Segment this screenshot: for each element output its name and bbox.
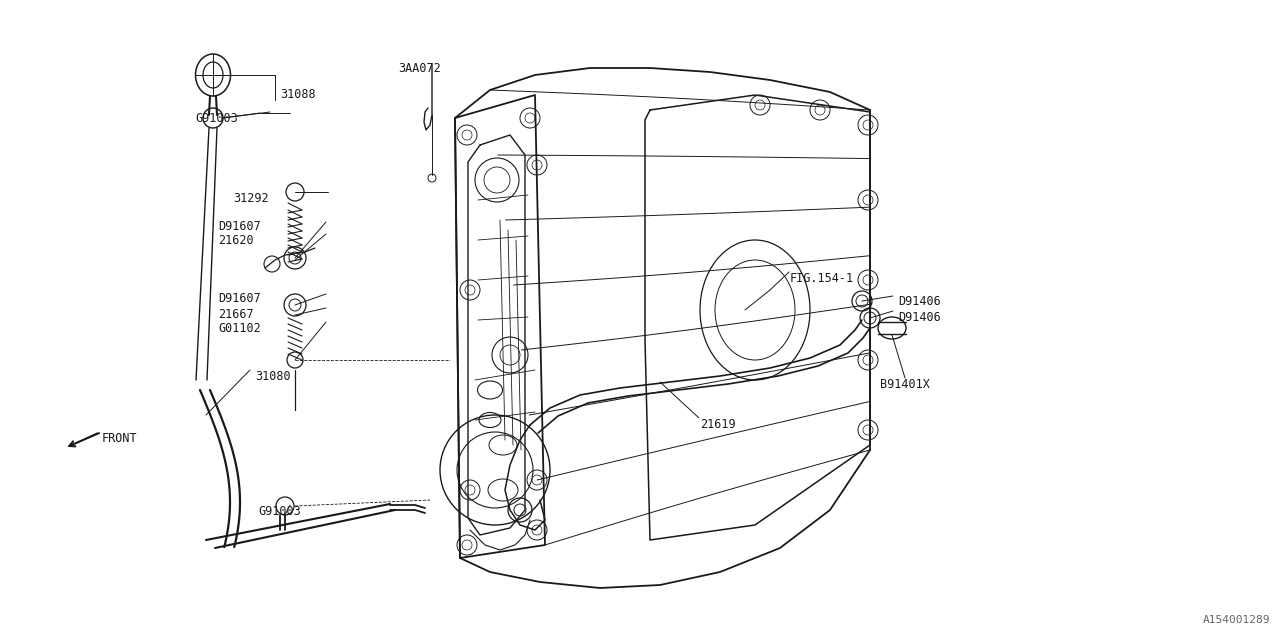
Text: D91607: D91607 — [218, 292, 261, 305]
Text: 31080: 31080 — [255, 370, 291, 383]
Text: 21619: 21619 — [700, 418, 736, 431]
Text: 3AA072: 3AA072 — [398, 62, 440, 75]
Text: G91003: G91003 — [195, 112, 238, 125]
Text: D91607: D91607 — [218, 220, 261, 233]
Text: D91406: D91406 — [899, 295, 941, 308]
Text: A154001289: A154001289 — [1202, 615, 1270, 625]
Text: 21667: 21667 — [218, 308, 253, 321]
Text: G01102: G01102 — [218, 322, 261, 335]
Text: 31292: 31292 — [233, 192, 269, 205]
Text: D91406: D91406 — [899, 311, 941, 324]
Text: FRONT: FRONT — [102, 432, 138, 445]
Text: FIG.154-1: FIG.154-1 — [790, 272, 854, 285]
Text: G91003: G91003 — [259, 505, 301, 518]
Text: 31088: 31088 — [280, 88, 316, 101]
Text: 21620: 21620 — [218, 234, 253, 247]
Text: B91401X: B91401X — [881, 378, 929, 391]
